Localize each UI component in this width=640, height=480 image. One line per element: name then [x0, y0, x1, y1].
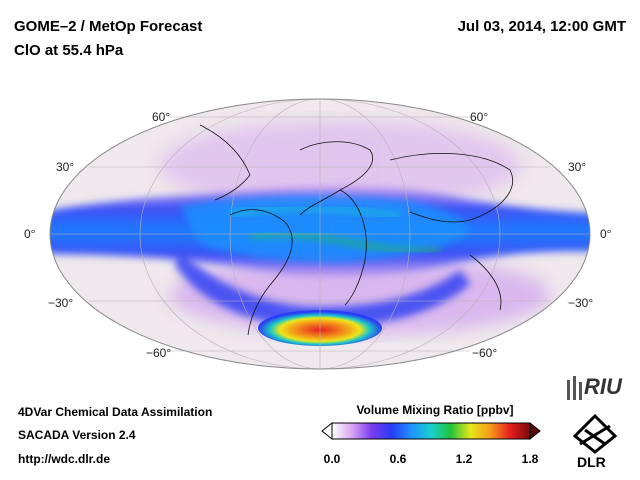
colorbar-gradient [331, 422, 531, 440]
lat-label-right-30: 30° [568, 160, 587, 174]
footer-version: SACADA Version 2.4 [18, 428, 136, 442]
lat-label-left-60: 60° [152, 110, 171, 124]
footer-assimilation: 4DVar Chemical Data Assimilation [18, 405, 213, 419]
lat-label-left-m30: −30° [48, 296, 74, 310]
globe-outline [49, 98, 591, 370]
dlr-logo-text: DLR [577, 454, 606, 470]
lat-label-left-30: 30° [56, 160, 75, 174]
lat-label-right-0: 0° [600, 227, 612, 241]
species-level-title: ClO at 55.4 hPa [14, 42, 124, 59]
riu-logo-text: RIU [584, 374, 622, 399]
colorbar-tick-0: 0.0 [323, 452, 341, 466]
colorbar-tick-2: 1.2 [455, 452, 473, 466]
lat-label-right-m30: −30° [568, 296, 594, 310]
lat-label-right-m60: −60° [472, 346, 498, 360]
coastlines [199, 124, 513, 336]
haze-north [160, 120, 520, 210]
cyan-streak [229, 205, 401, 219]
riu-logo-mark-icon [567, 376, 582, 400]
southern-arc [175, 250, 470, 327]
footer-url[interactable]: http://wdc.dlr.de [18, 452, 110, 466]
colorbar-tick-3: 1.8 [521, 452, 539, 466]
colorbar-under-arrow [321, 421, 333, 441]
riu-logo: RIU [564, 374, 634, 402]
colorbar-over-arrow [529, 421, 541, 441]
green-streak [249, 232, 441, 253]
lat-label-left-0: 0° [24, 227, 36, 241]
product-title: GOME–2 / MetOp Forecast [14, 18, 203, 35]
lat-label-left-m60: −60° [146, 346, 172, 360]
lat-label-right-60: 60° [470, 110, 489, 124]
colorbar-tick-1: 0.6 [389, 452, 407, 466]
colorbar-title: Volume Mixing Ratio [ppbv] [356, 403, 514, 417]
dlr-logo-mark-icon [572, 414, 618, 454]
date-time: Jul 03, 2014, 12:00 GMT [457, 18, 626, 35]
